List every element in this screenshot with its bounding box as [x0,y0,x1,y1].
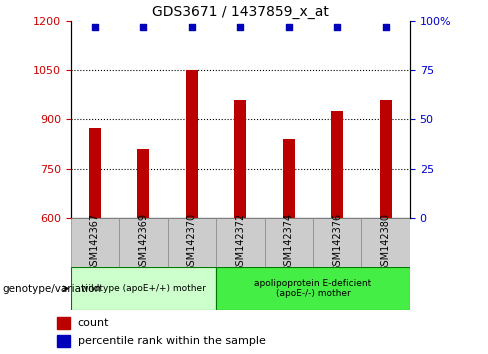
Bar [283,139,295,218]
Bar [264,218,313,267]
Bar [362,218,410,267]
Bar [331,111,343,218]
Bar [71,267,216,310]
Point [333,24,341,30]
Bar [313,218,362,267]
Text: GSM142380: GSM142380 [381,213,391,272]
Bar [57,335,70,347]
Point [140,24,147,30]
Point [382,24,389,30]
Bar [71,218,119,267]
Point [188,24,196,30]
Bar [138,149,149,218]
Text: wildtype (apoE+/+) mother: wildtype (apoE+/+) mother [81,284,206,293]
Bar [119,218,168,267]
Point [236,24,244,30]
Bar [168,218,216,267]
Point [285,24,293,30]
Text: percentile rank within the sample: percentile rank within the sample [78,336,265,346]
Text: GSM142370: GSM142370 [187,213,197,272]
Bar [89,128,101,218]
Text: GSM142372: GSM142372 [235,213,245,272]
Text: count: count [78,318,109,328]
Title: GDS3671 / 1437859_x_at: GDS3671 / 1437859_x_at [152,5,329,19]
Bar [216,218,264,267]
Text: GSM142376: GSM142376 [332,213,342,272]
Text: GSM142369: GSM142369 [139,213,148,272]
Point [91,24,99,30]
Text: genotype/variation: genotype/variation [2,284,102,293]
Text: GSM142374: GSM142374 [284,213,294,272]
Text: apolipoprotein E-deficient
(apoE-/-) mother: apolipoprotein E-deficient (apoE-/-) mot… [254,279,372,298]
Bar [380,100,392,218]
Bar [216,267,410,310]
Bar [186,70,198,218]
Bar [57,317,70,329]
Text: GSM142367: GSM142367 [90,213,100,272]
Bar [234,100,246,218]
